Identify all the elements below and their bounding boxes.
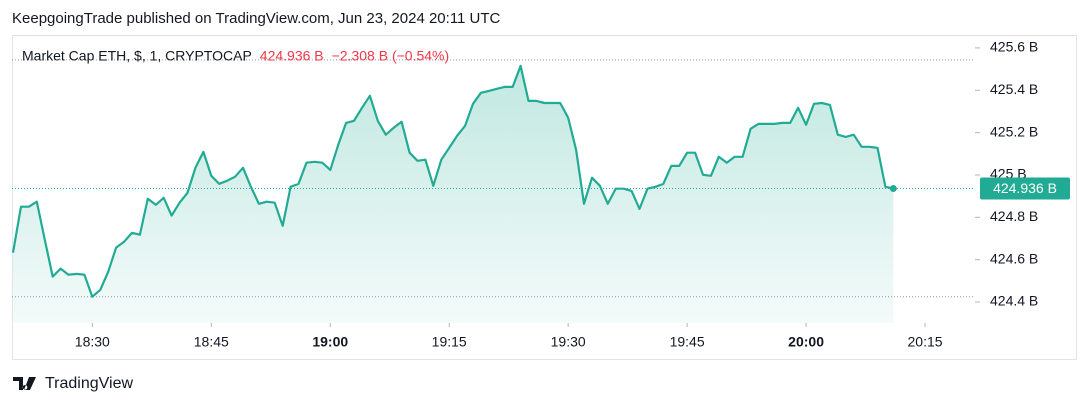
symbol: Market Cap ETH, $, 1, CRYPTOCAP xyxy=(22,48,252,64)
last-price-badge xyxy=(980,177,1070,200)
x-tick-label: 20:00 xyxy=(788,334,824,350)
x-tick-label: 20:15 xyxy=(908,334,943,350)
last-point xyxy=(889,185,897,193)
y-tick-label: 425.4 B xyxy=(990,81,1038,97)
x-tick-label: 19:00 xyxy=(312,334,348,350)
change: −2.308 B (−0.54%) xyxy=(332,48,450,64)
brand-name: TradingView xyxy=(45,375,133,392)
legend: Market Cap ETH, $, 1, CRYPTOCAP 424.936 … xyxy=(22,48,449,64)
chart-frame xyxy=(12,35,1077,360)
y-tick-label: 424.6 B xyxy=(990,250,1038,266)
area-fill xyxy=(13,65,894,324)
last-value: 424.936 B xyxy=(260,48,324,64)
x-tick-label: 19:30 xyxy=(551,334,586,350)
y-tick-label: 425.6 B xyxy=(990,39,1038,55)
last-price-badge-label: 424.936 B xyxy=(993,180,1057,196)
brand-logo xyxy=(13,377,36,390)
x-tick-label: 18:45 xyxy=(194,334,229,350)
x-tick-label: 19:45 xyxy=(670,334,705,350)
publisher-line: KeepgoingTrade published on TradingView.… xyxy=(12,10,501,27)
x-tick-label: 19:15 xyxy=(432,334,467,350)
x-tick-label: 18:30 xyxy=(75,334,110,350)
price-line xyxy=(11,64,894,298)
y-tick-label: 424.8 B xyxy=(990,208,1038,224)
y-tick-label: 424.4 B xyxy=(990,293,1038,309)
y-tick-label: 425.2 B xyxy=(990,123,1038,139)
